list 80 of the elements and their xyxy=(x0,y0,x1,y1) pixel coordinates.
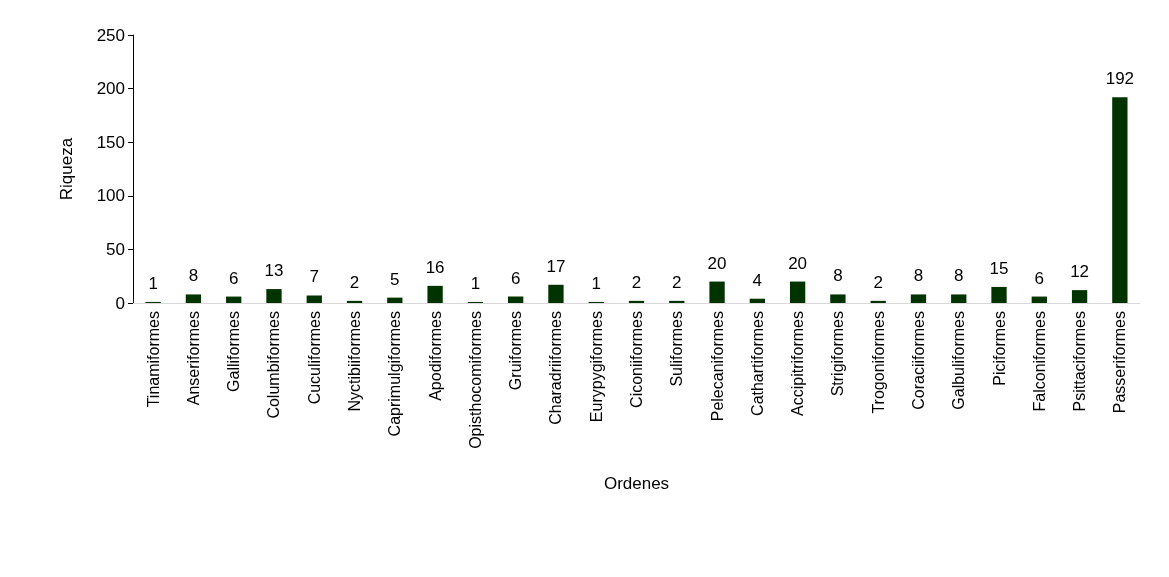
bar xyxy=(346,300,363,303)
bar xyxy=(1031,296,1047,303)
data-label: 6 xyxy=(510,268,521,288)
bar xyxy=(508,296,524,303)
y-tick-label: 200 xyxy=(96,79,125,99)
bar xyxy=(951,294,967,303)
x-tick-label: Eurypygiformes xyxy=(587,311,605,423)
data-label: 6 xyxy=(228,268,239,288)
y-tick-label: 50 xyxy=(106,239,125,259)
data-label: 2 xyxy=(631,272,642,292)
x-tick-label: Gruiformes xyxy=(507,311,525,391)
data-label: 8 xyxy=(833,266,843,286)
bar xyxy=(1071,290,1088,303)
y-axis-title: Riqueza xyxy=(57,137,76,201)
bar xyxy=(709,281,725,303)
x-tick-label: Suliformes xyxy=(668,311,686,387)
bar xyxy=(870,300,886,303)
bar xyxy=(185,294,202,303)
data-label: 15 xyxy=(989,258,1009,278)
bar xyxy=(1112,97,1128,303)
x-tick-label: Nyctibiiformes xyxy=(346,311,364,412)
x-tick-label: Charadriiformes xyxy=(547,311,565,425)
x-tick-label: Passeriformes xyxy=(1111,311,1129,414)
data-label: 2 xyxy=(349,272,360,292)
data-label: 6 xyxy=(1034,268,1045,288)
data-label: 8 xyxy=(954,266,964,286)
bar xyxy=(991,286,1007,303)
y-tick-label: 100 xyxy=(96,186,125,206)
data-label: 2 xyxy=(672,272,682,292)
x-tick-label: Ciconiiformes xyxy=(628,311,645,408)
x-tick-label: Strigiformes xyxy=(829,311,847,397)
bar xyxy=(669,300,685,303)
data-label: 1 xyxy=(148,273,158,293)
bar xyxy=(830,294,846,303)
bar xyxy=(387,297,403,303)
x-tick-label: Columbiformes xyxy=(265,311,283,419)
bar xyxy=(910,294,927,303)
data-label: 192 xyxy=(1105,69,1135,89)
data-label: 1 xyxy=(470,273,481,293)
y-tick-label: 0 xyxy=(115,293,125,313)
data-label: 2 xyxy=(873,272,883,292)
x-tick-label: Coraciiformes xyxy=(909,311,927,410)
x-tick-label: Opisthocomiformes xyxy=(466,311,484,449)
bar xyxy=(789,281,806,303)
data-label: 12 xyxy=(1070,262,1090,282)
data-label: 17 xyxy=(546,256,566,276)
data-label: 20 xyxy=(707,253,727,273)
x-tick-label: Trogoniformes xyxy=(869,311,887,414)
x-tick-label: Galliformes xyxy=(225,311,243,392)
data-label: 4 xyxy=(752,270,763,290)
bar xyxy=(548,284,564,303)
x-tick-label: Falconiformes xyxy=(1030,311,1048,412)
x-tick-label: Piciformes xyxy=(990,311,1008,386)
bar xyxy=(306,295,322,303)
data-label: 5 xyxy=(390,269,400,289)
bar xyxy=(266,289,282,303)
x-tick-label: Apodiformes xyxy=(426,311,444,401)
x-tick-label: Tinamiformes xyxy=(144,311,162,408)
x-tick-label: Caprimulgiformes xyxy=(386,311,404,437)
x-tick-label: Cathartiformes xyxy=(748,311,766,416)
x-tick-label: Anseriformes xyxy=(184,311,202,406)
y-tick-label: 150 xyxy=(96,132,125,152)
y-tick-label: 250 xyxy=(96,25,125,45)
data-label: 7 xyxy=(309,267,319,287)
x-tick-label: Galbuliformes xyxy=(950,311,968,410)
data-label: 13 xyxy=(264,261,284,281)
x-tick-label: Psittaciformes xyxy=(1071,311,1089,412)
bar xyxy=(749,298,765,303)
data-label: 8 xyxy=(913,266,924,286)
data-label: 1 xyxy=(591,273,601,293)
x-tick-label: Accipitriformes xyxy=(789,311,807,416)
x-tick-label: Pelecaniformes xyxy=(708,311,726,422)
x-axis-title: Ordenes xyxy=(603,474,670,493)
bar xyxy=(226,296,242,303)
data-label: 8 xyxy=(188,266,199,286)
data-label: 16 xyxy=(425,257,445,277)
bar xyxy=(427,285,443,303)
x-tick-label: Cuculiformes xyxy=(305,311,323,405)
data-label: 20 xyxy=(788,253,808,273)
bar xyxy=(628,300,645,303)
